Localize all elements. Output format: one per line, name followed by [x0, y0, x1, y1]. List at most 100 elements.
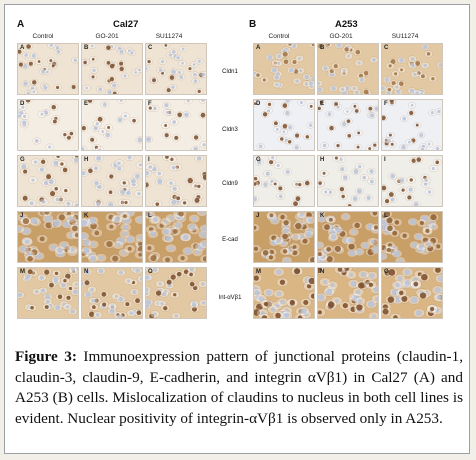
micrograph-image	[318, 156, 378, 206]
panel-a-tile-o: O	[145, 267, 207, 319]
panel-a-tile-m: M	[17, 267, 79, 319]
micrograph-image	[146, 44, 206, 94]
micrograph-image	[318, 44, 378, 94]
tile-letter: D	[20, 101, 25, 107]
panel-a-tile-a: A	[17, 43, 79, 95]
tile-letter: E	[84, 101, 89, 107]
panel-b-tile-f: F	[381, 99, 443, 151]
panel-a-tile-j: J	[17, 211, 79, 263]
panel-b-tile-b: B	[317, 43, 379, 95]
panel-b-letter: B	[249, 19, 257, 30]
micrograph-image	[18, 268, 78, 318]
panel-a-tile-f: F	[145, 99, 207, 151]
tile-letter: J	[256, 213, 260, 219]
panel-a-tile-g: G	[17, 155, 79, 207]
tile-letter: H	[84, 157, 89, 163]
tile-letter: I	[384, 157, 386, 163]
panel-a-tile-c: C	[145, 43, 207, 95]
tile-letter: N	[320, 269, 325, 275]
tile-letter: G	[256, 157, 261, 163]
panel-a-col-su11274: SU11274	[155, 33, 183, 40]
panel-b-tile-o: O	[381, 267, 443, 319]
tile-letter: A	[20, 45, 25, 51]
figure-frame: A Cal27 Control GO-201 SU11274 B A253 Co…	[4, 4, 470, 454]
tile-letter: I	[148, 157, 150, 163]
panel-b-tile-m: M	[253, 267, 315, 319]
panel-b-tile-c: C	[381, 43, 443, 95]
panel-a-tile-k: K	[81, 211, 143, 263]
micrograph-image	[18, 156, 78, 206]
tile-letter: B	[320, 45, 325, 51]
micrograph-image	[146, 100, 206, 150]
panel-b-tile-g: G	[253, 155, 315, 207]
tile-letter: N	[84, 269, 89, 275]
micrograph-image	[82, 100, 142, 150]
panel-b-col-go201: GO-201	[329, 33, 353, 40]
tile-letter: L	[384, 213, 388, 219]
micrograph-image	[82, 212, 142, 262]
micrograph-image	[146, 268, 206, 318]
panel-b-cell-line: A253	[335, 19, 358, 30]
tile-letter: J	[20, 213, 24, 219]
caption-label: Figure 3:	[15, 348, 77, 366]
tile-letter: A	[256, 45, 261, 51]
micrograph-image	[146, 156, 206, 206]
micrograph-image	[18, 100, 78, 150]
tile-letter: O	[384, 269, 389, 275]
micrograph-image	[18, 212, 78, 262]
micrograph-image	[382, 212, 442, 262]
panel-b-tile-k: K	[317, 211, 379, 263]
micrograph-image	[254, 268, 314, 318]
tile-letter: B	[84, 45, 89, 51]
panel-a-col-go201: GO-201	[95, 33, 119, 40]
row-label-int-avb1: Int-αVβ1	[218, 295, 242, 301]
tile-letter: F	[148, 101, 152, 107]
tile-letter: H	[320, 157, 325, 163]
panel-b-tile-a: A	[253, 43, 315, 95]
panel-a-tile-l: L	[145, 211, 207, 263]
micrograph-image	[318, 212, 378, 262]
micrograph-image	[382, 268, 442, 318]
row-label-cldn1: Cldn1	[222, 69, 238, 75]
micrograph-image	[82, 44, 142, 94]
panel-a-col-control: Control	[32, 33, 54, 40]
row-label-ecad: E-cad	[222, 237, 238, 243]
panel-a-letter: A	[17, 19, 25, 30]
panel-a-cell-line: Cal27	[113, 19, 139, 30]
micrograph-image	[254, 156, 314, 206]
panel-a-tile-d: D	[17, 99, 79, 151]
caption-text: Immunoexpression pattern of junctional p…	[15, 348, 463, 427]
micrograph-image	[18, 44, 78, 94]
tile-letter: K	[320, 213, 325, 219]
tile-letter: D	[256, 101, 261, 107]
microscopy-figure: A Cal27 Control GO-201 SU11274 B A253 Co…	[15, 17, 467, 325]
figure-caption: Figure 3: Immunoexpression pattern of ju…	[15, 347, 463, 429]
panel-a-tile-i: I	[145, 155, 207, 207]
panel-a-tile-h: H	[81, 155, 143, 207]
micrograph-image	[318, 268, 378, 318]
panel-b-tile-i: I	[381, 155, 443, 207]
row-label-cldn3: Cldn3	[222, 127, 238, 133]
micrograph-image	[82, 268, 142, 318]
panel-a-tile-e: E	[81, 99, 143, 151]
tile-letter: O	[148, 269, 153, 275]
panel-b-tile-d: D	[253, 99, 315, 151]
micrograph-image	[254, 44, 314, 94]
micrograph-image	[382, 156, 442, 206]
tile-letter: F	[384, 101, 388, 107]
panel-b-tile-e: E	[317, 99, 379, 151]
panel-b-tile-l: L	[381, 211, 443, 263]
tile-letter: M	[256, 269, 261, 275]
panel-b-col-control: Control	[268, 33, 290, 40]
micrograph-image	[254, 212, 314, 262]
tile-letter: G	[20, 157, 25, 163]
micrograph-image	[146, 212, 206, 262]
tile-letter: M	[20, 269, 25, 275]
tile-letter: C	[384, 45, 389, 51]
micrograph-image	[254, 100, 314, 150]
panel-b-tile-j: J	[253, 211, 315, 263]
micrograph-image	[82, 156, 142, 206]
panel-b-col-su11274: SU11274	[391, 33, 419, 40]
micrograph-image	[382, 44, 442, 94]
micrograph-image	[318, 100, 378, 150]
